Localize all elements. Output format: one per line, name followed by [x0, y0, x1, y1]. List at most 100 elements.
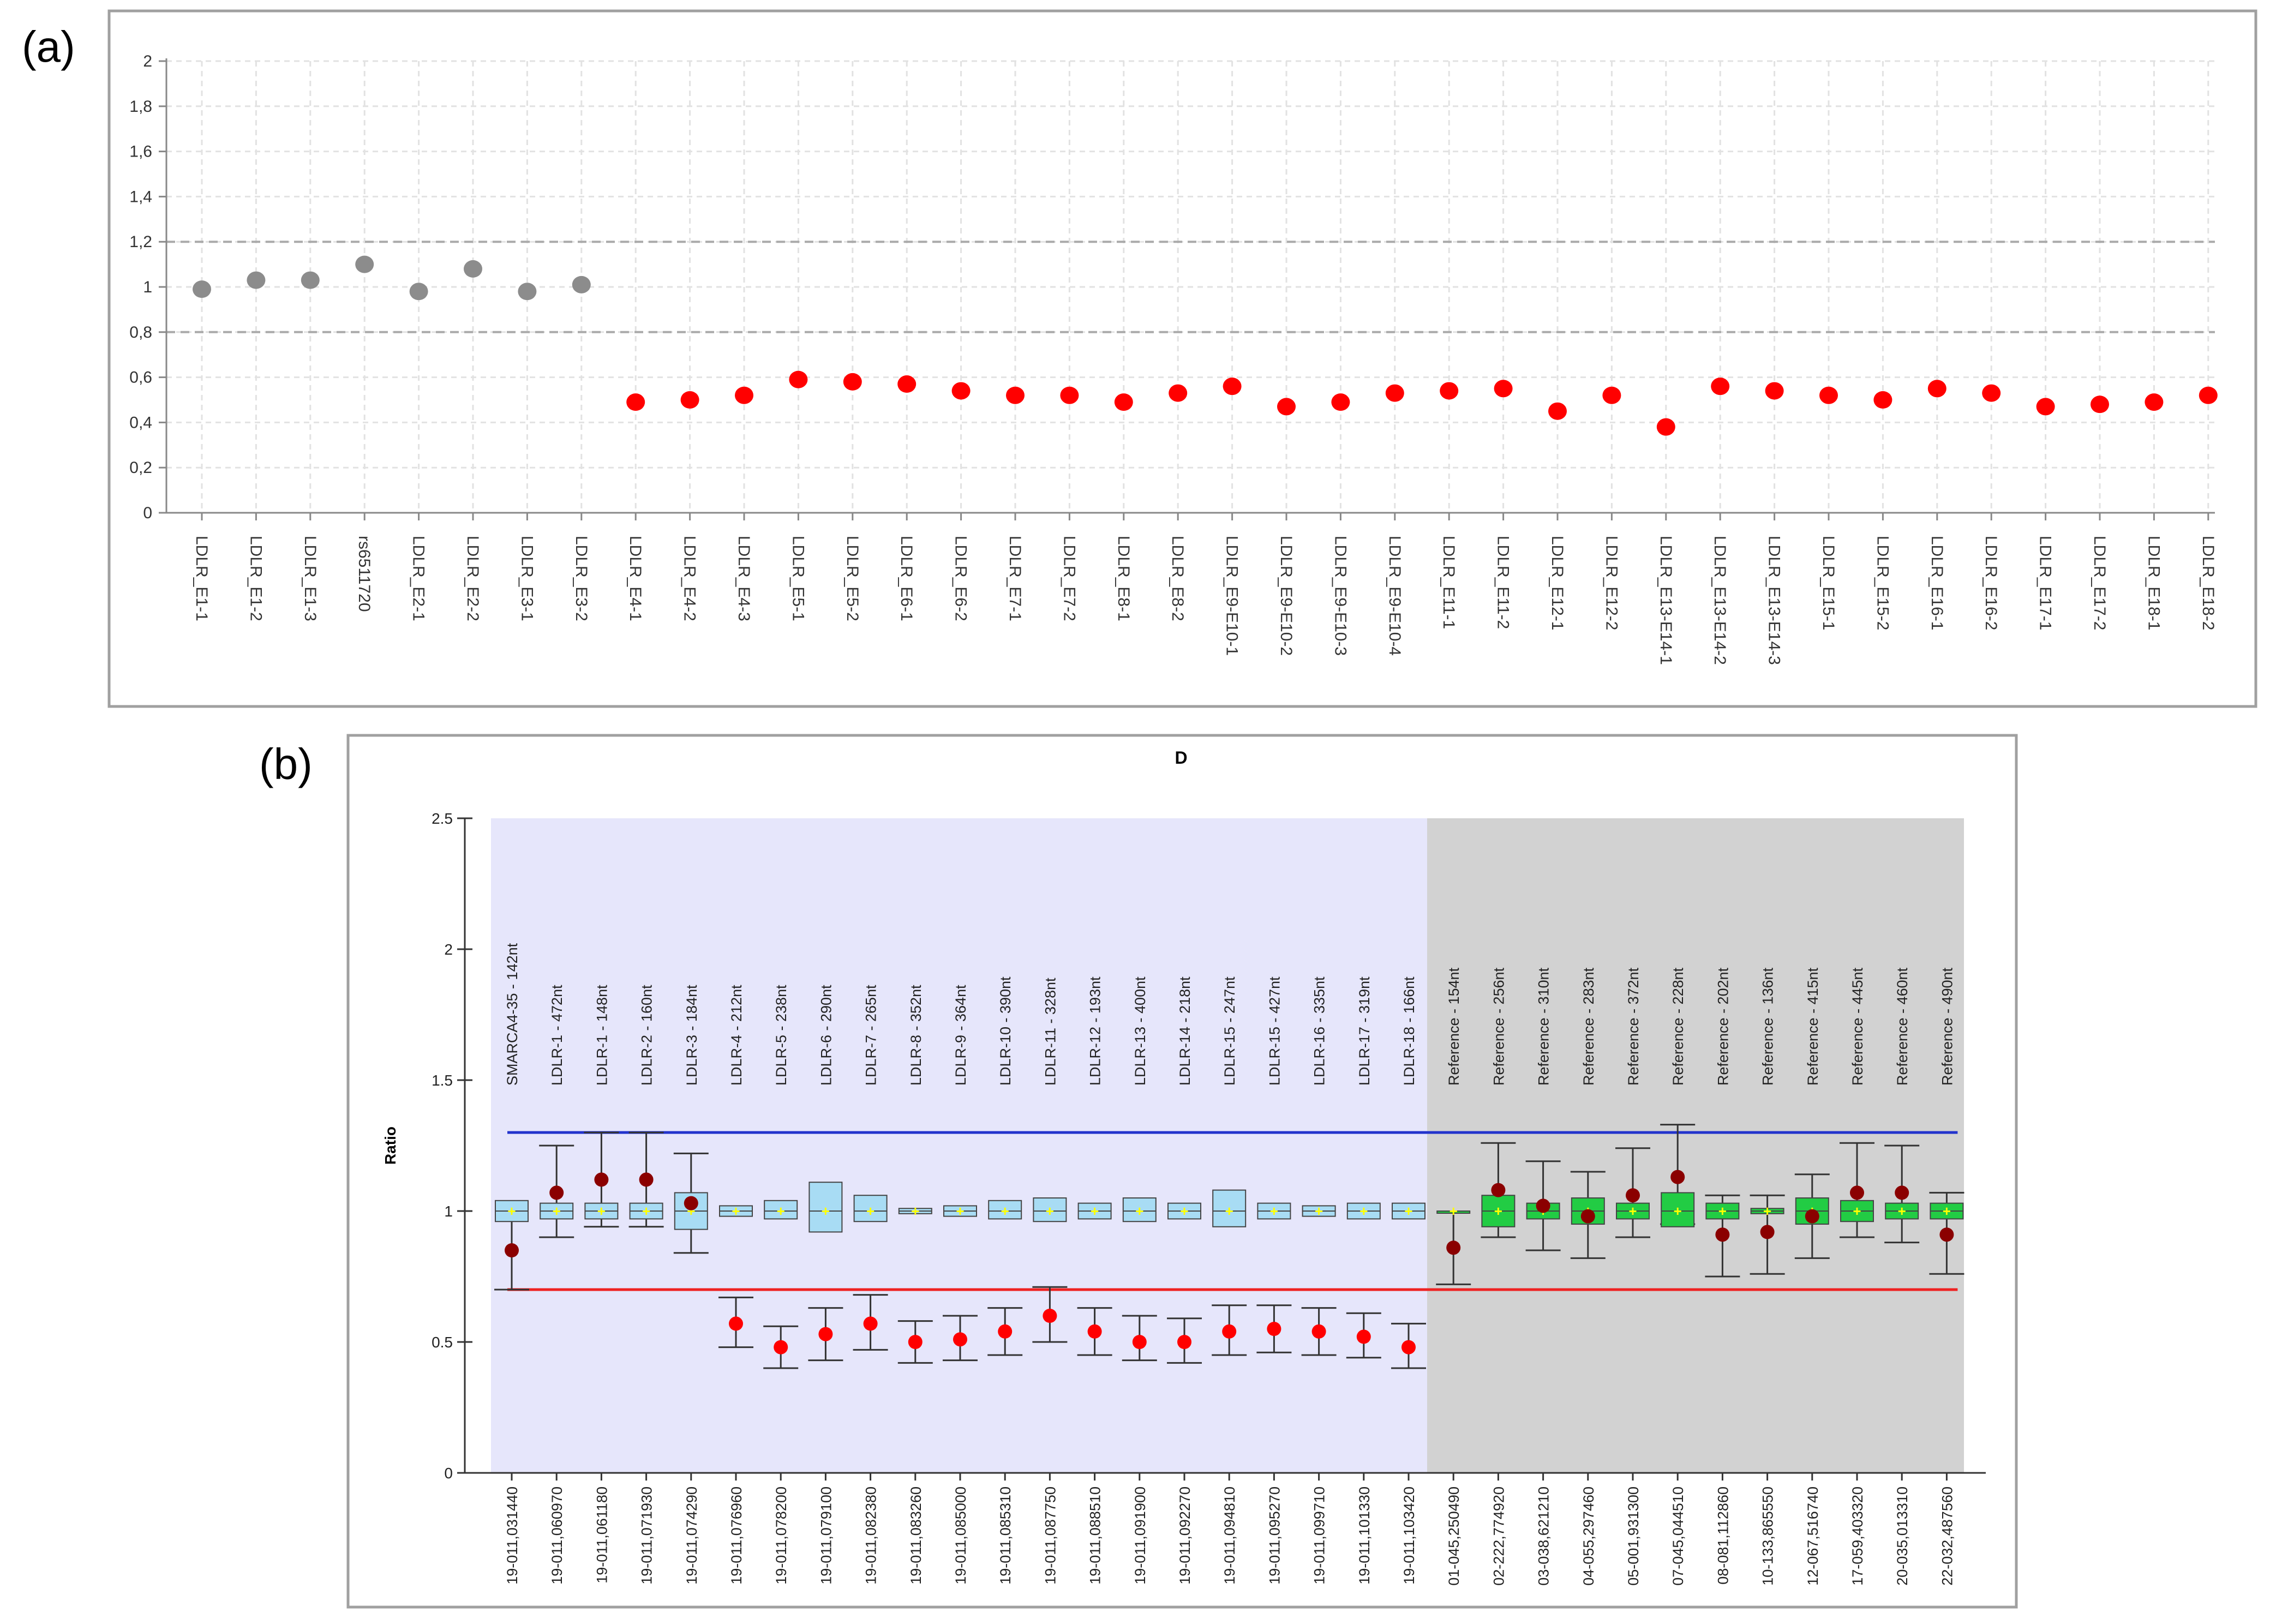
sample-point	[1939, 1227, 1954, 1242]
test-box	[1212, 1189, 1247, 1227]
mean-marker: +	[597, 1203, 606, 1219]
mean-marker: +	[1404, 1203, 1412, 1219]
position-label: 19-011,095270	[1266, 1487, 1283, 1585]
position-label: 08-081,112860	[1715, 1487, 1731, 1585]
data-point	[1169, 384, 1188, 402]
x-tick-label: LDLR_E4-1	[626, 536, 644, 621]
probe-label: LDLR-1 - 472nt	[549, 985, 565, 1086]
sample-point	[1805, 1209, 1819, 1224]
mean-marker: +	[642, 1203, 650, 1219]
y-tick-label: 2	[444, 941, 453, 958]
probe-label: Reference - 228nt	[1670, 967, 1686, 1086]
mean-marker: +	[507, 1203, 516, 1219]
x-tick-label: LDLR_E13-E14-3	[1765, 536, 1783, 665]
data-point	[2036, 398, 2055, 416]
sample-point	[594, 1172, 609, 1187]
data-point	[897, 375, 917, 393]
sample-point	[549, 1185, 564, 1200]
probe-label: LDLR-3 - 184nt	[684, 985, 700, 1086]
x-tick-label: LDLR_E8-2	[1169, 536, 1187, 621]
data-point	[464, 260, 482, 278]
position-label: 19-011,103420	[1401, 1487, 1417, 1585]
position-label: 19-011,085000	[953, 1487, 969, 1585]
position-label: 19-011,092270	[1177, 1487, 1193, 1585]
panel-a-frame	[107, 9, 2257, 708]
mean-marker: +	[1718, 1203, 1727, 1219]
test-box	[988, 1200, 1022, 1220]
x-tick-label: LDLR_E6-2	[952, 536, 970, 621]
x-tick-label: LDLR_E13-E14-2	[1711, 536, 1729, 665]
mean-marker: +	[1494, 1203, 1502, 1219]
mean-marker: +	[1853, 1203, 1861, 1219]
probe-label: Reference - 460nt	[1894, 967, 1910, 1086]
panel-label-a: (a)	[22, 22, 75, 71]
data-point	[1656, 418, 1675, 436]
y-tick-label: 1,6	[129, 143, 152, 161]
data-point	[1494, 380, 1513, 398]
data-point	[518, 283, 537, 301]
x-tick-label: LDLR_E9-E10-4	[1386, 536, 1404, 656]
data-point	[1819, 386, 1838, 404]
x-tick-label: LDLR_E18-2	[2199, 536, 2217, 630]
position-label: 19-011,061180	[594, 1487, 610, 1584]
x-tick-label: LDLR_E18-1	[2145, 536, 2163, 630]
mean-marker: +	[1628, 1203, 1637, 1219]
probe-label: LDLR-5 - 238nt	[773, 985, 789, 1086]
data-point	[789, 370, 808, 388]
position-label: 19-011,071930	[639, 1487, 655, 1585]
data-point	[1223, 377, 1242, 395]
sample-point	[1132, 1335, 1147, 1349]
data-point	[301, 271, 320, 289]
sample-point	[863, 1316, 878, 1331]
sample-point	[1626, 1188, 1640, 1203]
probe-label: LDLR-6 - 290nt	[818, 985, 834, 1086]
data-point	[1385, 384, 1404, 402]
sample-point	[1760, 1225, 1775, 1239]
data-point	[193, 280, 211, 298]
data-point	[1873, 391, 1892, 409]
position-label: 19-011,091900	[1132, 1487, 1148, 1585]
position-label: 19-011,101330	[1356, 1487, 1373, 1585]
position-label: 19-011,094810	[1221, 1487, 1238, 1585]
sample-point	[1401, 1340, 1416, 1355]
position-label: 01-045,250490	[1446, 1487, 1462, 1586]
data-point	[1548, 402, 1567, 420]
mean-marker: +	[1135, 1203, 1143, 1219]
probe-label: Reference - 415nt	[1805, 967, 1821, 1086]
data-point	[1440, 382, 1459, 400]
panel-label-b: (b)	[259, 740, 313, 788]
position-label: 12-067,516740	[1805, 1487, 1821, 1586]
probe-label: SMARCA4-35 - 142nt	[504, 943, 520, 1086]
x-tick-label: LDLR_E4-2	[681, 536, 699, 621]
probe-label: LDLR-7 - 265nt	[863, 985, 879, 1086]
data-point	[247, 271, 266, 289]
probe-label: LDLR-8 - 352nt	[908, 985, 924, 1086]
x-tick-label: LDLR_E9-E10-2	[1277, 536, 1295, 656]
sample-point	[1087, 1324, 1102, 1339]
position-label: 17-059,403320	[1849, 1487, 1866, 1586]
probe-label: Reference - 283nt	[1580, 967, 1597, 1086]
y-tick-label: 0	[143, 504, 152, 522]
sample-point	[729, 1316, 743, 1331]
sample-point	[953, 1332, 967, 1347]
probe-label: LDLR-14 - 218nt	[1177, 976, 1193, 1086]
mean-marker: +	[1046, 1203, 1054, 1219]
position-label: 02-222,774920	[1490, 1487, 1507, 1586]
sample-point	[818, 1327, 833, 1341]
sample-point	[1895, 1185, 1909, 1200]
position-label: 19-011,087750	[1042, 1487, 1058, 1585]
x-tick-label: LDLR_E1-3	[301, 536, 319, 621]
mean-marker: +	[1674, 1203, 1682, 1219]
y-tick-label: 0,4	[129, 414, 152, 432]
x-tick-label: LDLR_E5-1	[789, 536, 807, 621]
x-tick-label: LDLR_E7-2	[1060, 536, 1078, 621]
y-tick-label: 1	[444, 1203, 453, 1220]
position-label: 19-011,031440	[504, 1487, 520, 1585]
sample-point	[1267, 1322, 1281, 1336]
position-label: 19-011,082380	[863, 1487, 879, 1585]
position-label: 19-011,060970	[549, 1487, 565, 1585]
sample-point	[1356, 1329, 1371, 1344]
mean-marker: +	[1943, 1203, 1951, 1219]
position-label: 19-011,085310	[997, 1487, 1014, 1585]
